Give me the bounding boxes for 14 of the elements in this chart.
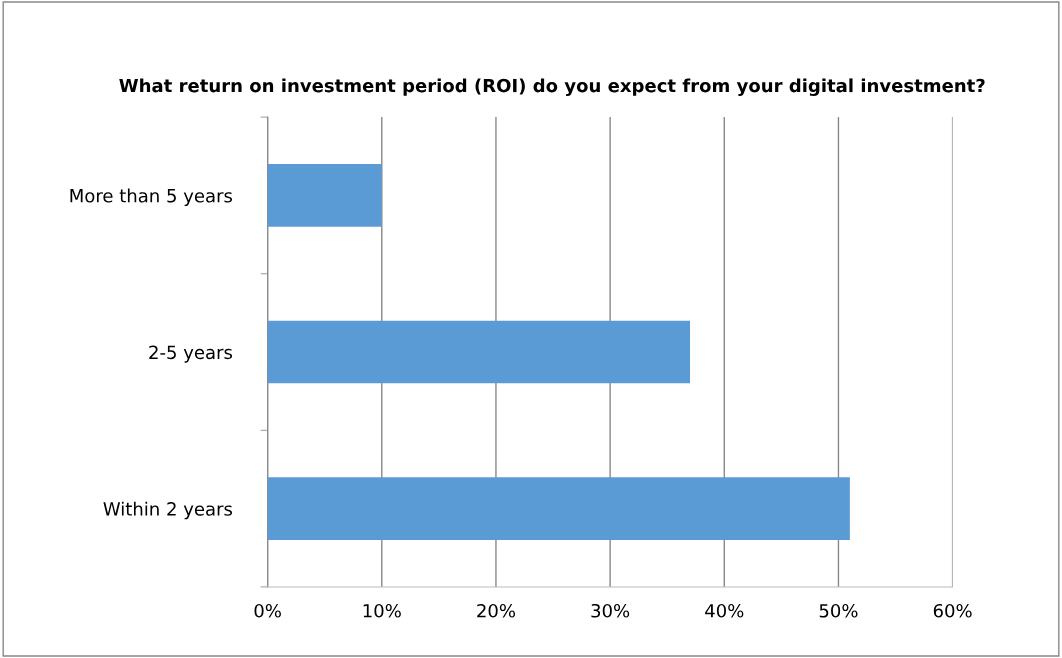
x-tick-label: 0% [254, 603, 281, 618]
x-tick-label: 40% [705, 603, 744, 618]
y-tick-label: Within 2 years [103, 501, 233, 520]
x-tick-label: 10% [363, 603, 401, 618]
bar [267, 320, 691, 384]
bar [267, 164, 382, 227]
x-tick-label: 50% [819, 603, 858, 618]
x-tick-label: 60% [933, 603, 972, 618]
chart-title: What return on investment period (ROI) do you expect from your digital investment? [119, 78, 985, 97]
x-tick-label: 30% [591, 603, 630, 618]
bar [267, 477, 850, 540]
y-tick-label: 2-5 years [149, 345, 233, 363]
x-tick-label: 20% [477, 603, 516, 618]
y-tick-label: More than 5 years [70, 188, 233, 207]
